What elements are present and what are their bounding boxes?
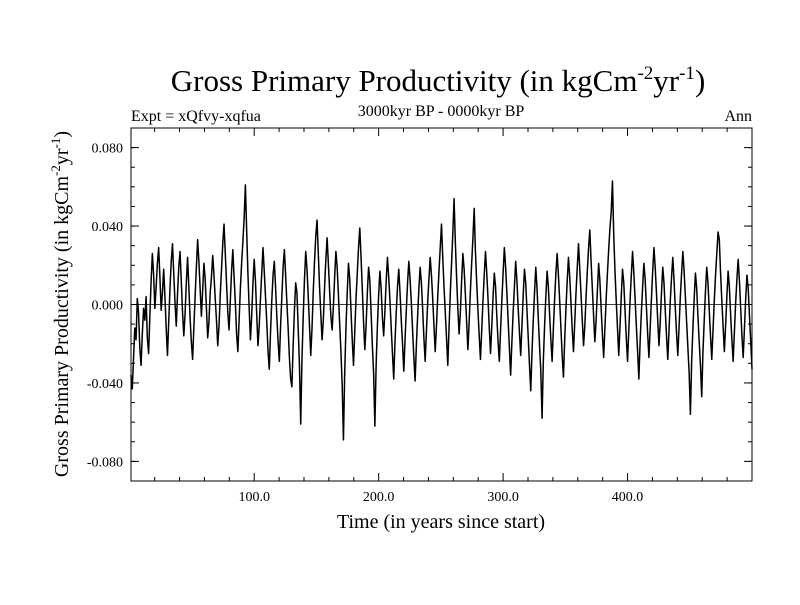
- chart-title-sup2: -1: [679, 63, 695, 84]
- x-tick-label: 200.0: [363, 490, 395, 505]
- x-axis-label: Time (in years since start): [337, 511, 545, 533]
- y-axis-label-mid: yr: [51, 148, 73, 165]
- y-tick-label: -0.040: [87, 377, 123, 392]
- x-tick-label: 300.0: [487, 490, 519, 505]
- chart-title-mid: yr: [653, 63, 680, 98]
- chart-title-main: Gross Primary Productivity (in kgCm: [171, 63, 638, 98]
- expt-label: Expt = xQfvy-xqfua: [131, 108, 261, 125]
- chart-subtitle: 3000kyr BP - 0000kyr BP: [358, 103, 525, 120]
- y-axis-label-sup2: -1: [48, 138, 63, 149]
- x-tick-label: 100.0: [238, 490, 270, 505]
- y-axis-label: Gross Primary Productivity (in kgCm-2yr-…: [48, 131, 73, 477]
- y-tick-label: 0.080: [92, 142, 124, 157]
- chart-title: Gross Primary Productivity (in kgCm-2yr-…: [171, 63, 706, 98]
- season-label: Ann: [724, 108, 752, 125]
- y-axis-label-sup1: -2: [48, 165, 63, 176]
- y-tick-label: -0.080: [87, 455, 123, 470]
- y-axis-label-main: Gross Primary Productivity (in kgCm: [51, 176, 73, 478]
- y-tick-label: 0.000: [92, 299, 124, 314]
- y-axis-ticks: -0.080 -0.040 0.000 0.040 0.080: [87, 142, 752, 470]
- chart-title-end: ): [695, 63, 705, 98]
- chart-title-sup1: -2: [637, 63, 653, 84]
- y-tick-label: 0.040: [92, 220, 124, 235]
- y-axis-label-end: ): [51, 131, 73, 138]
- x-axis-ticks: 100.0 200.0 300.0 400.0: [154, 128, 728, 505]
- series-line-gpp: [130, 180, 753, 441]
- x-tick-label: 400.0: [612, 490, 644, 505]
